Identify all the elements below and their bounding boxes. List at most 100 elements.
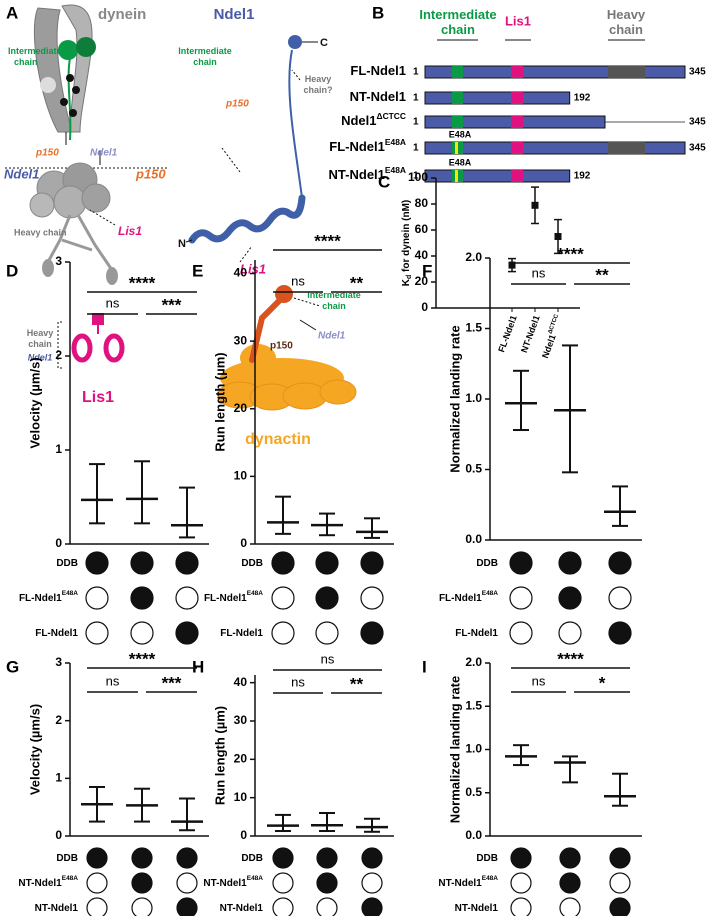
lis1-domain (511, 66, 523, 78)
ic-domain (452, 116, 463, 128)
label: C (320, 37, 328, 49)
y-tick-label: 2.0 (465, 655, 482, 669)
sig-label: ns (106, 295, 120, 310)
start-label: 1 (413, 117, 419, 128)
condition-dot (559, 872, 581, 894)
condition-dot (510, 897, 532, 916)
condition-dot (315, 621, 339, 645)
label: Lis1 (118, 224, 142, 238)
condition-dot (315, 551, 339, 575)
label-sup: E48A (247, 875, 264, 882)
construct-bar (424, 91, 571, 105)
condition-dot (271, 551, 295, 575)
condition-dot (271, 621, 295, 645)
sig-label: **** (129, 273, 156, 292)
condition-dot (175, 551, 199, 575)
y-tick-label: 3 (55, 254, 62, 268)
y-tick-label: 0 (55, 828, 62, 842)
label: NT-Ndel1 (35, 903, 79, 914)
condition-dot (509, 551, 533, 575)
y-axis-label: Run length (µm) (212, 352, 227, 451)
header: Lis1 (505, 13, 531, 28)
y-tick-label: 1 (55, 771, 62, 785)
condition-dot (360, 551, 384, 575)
label-main: NT-Ndel1 (18, 878, 62, 889)
sig-label: **** (557, 244, 584, 263)
label: NT-Ndel1E48A (18, 875, 78, 889)
label: DDB (476, 558, 498, 569)
heavy-domain (608, 142, 645, 154)
sig-label: ns (321, 651, 335, 666)
label: p150 (225, 99, 249, 110)
label: Ndel1 (28, 352, 53, 362)
y-tick-label: 0.0 (465, 828, 482, 842)
label: FL-Ndel1E48A (439, 590, 498, 604)
panel-label: G (6, 657, 19, 676)
y-tick-label: 30 (234, 333, 248, 347)
condition-dot (86, 872, 108, 894)
intermediate-chain (58, 40, 78, 60)
label-sup: ΔCTCC (547, 313, 560, 335)
label-main: FL-Ndel1 (329, 139, 385, 154)
y-tick-label: 1.0 (465, 391, 482, 405)
label: NT-Ndel1 (519, 314, 542, 354)
condition-dot (85, 551, 109, 575)
sig-label: ns (106, 673, 120, 688)
condition-dot (609, 847, 631, 869)
motor-domain (53, 185, 87, 219)
label-sup: E48A (385, 165, 406, 175)
y-tick-label: 1.0 (465, 742, 482, 756)
mutation (455, 170, 458, 182)
y-tick-label: 1.5 (465, 698, 482, 712)
label: NT-Ndel1E48A (329, 165, 406, 182)
y-tick-label: 0.5 (465, 785, 482, 799)
label-main: NT-Ndel1 (329, 167, 385, 182)
y-tick-label: 2 (55, 713, 62, 727)
intermediate-chain (76, 37, 96, 57)
condition-dot (361, 872, 383, 894)
condition-dot (316, 847, 338, 869)
start-label: 1 (413, 171, 419, 182)
label-main: NT-Ndel1 (350, 89, 406, 104)
y-tick-label: 0.0 (465, 532, 482, 546)
label-main: FL-Ndel1 (350, 63, 406, 78)
construct-bar (424, 169, 571, 183)
dynactin-body (240, 344, 276, 372)
dashed-line (221, 147, 241, 173)
y-tick-label: 30 (234, 713, 248, 727)
dashed-line (239, 245, 253, 263)
y-tick-label: 2.0 (465, 250, 482, 264)
label-line: chain (322, 301, 346, 311)
panel-label: E (192, 261, 203, 280)
condition-dot (131, 847, 153, 869)
sig-label: ** (595, 265, 609, 284)
lis1-icon (103, 333, 125, 363)
start-label: 1 (413, 143, 419, 154)
label-line: Intermediate (8, 46, 62, 56)
label-main: DDB (476, 558, 498, 569)
condition-dot (361, 897, 383, 916)
label: Ndel1ΔCTCC (539, 313, 566, 360)
bracket (57, 321, 62, 369)
sig-label: **** (557, 649, 584, 668)
start-label: 1 (413, 93, 419, 104)
condition-dot (510, 847, 532, 869)
panel-label: B (372, 3, 384, 22)
condition-dot (360, 586, 384, 610)
label: p150 (135, 166, 166, 181)
label: Intermediate chain (307, 290, 361, 311)
label-line: chain (28, 339, 52, 349)
label: FL-Ndel1 (220, 628, 263, 639)
dashed-line (89, 209, 116, 226)
label-main: NT-Ndel1 (35, 903, 79, 914)
y-tick-label: 40 (415, 248, 429, 262)
ic-strand (67, 57, 72, 141)
y-tick-label: 20 (234, 752, 248, 766)
condition-dot (130, 551, 154, 575)
condition-dot (608, 586, 632, 610)
condition-dot (558, 551, 582, 575)
label-sup: E48A (247, 590, 264, 597)
header: Heavy chain (607, 7, 646, 37)
condition-dot (175, 621, 199, 645)
y-axis-label: Run length (µm) (212, 706, 227, 805)
